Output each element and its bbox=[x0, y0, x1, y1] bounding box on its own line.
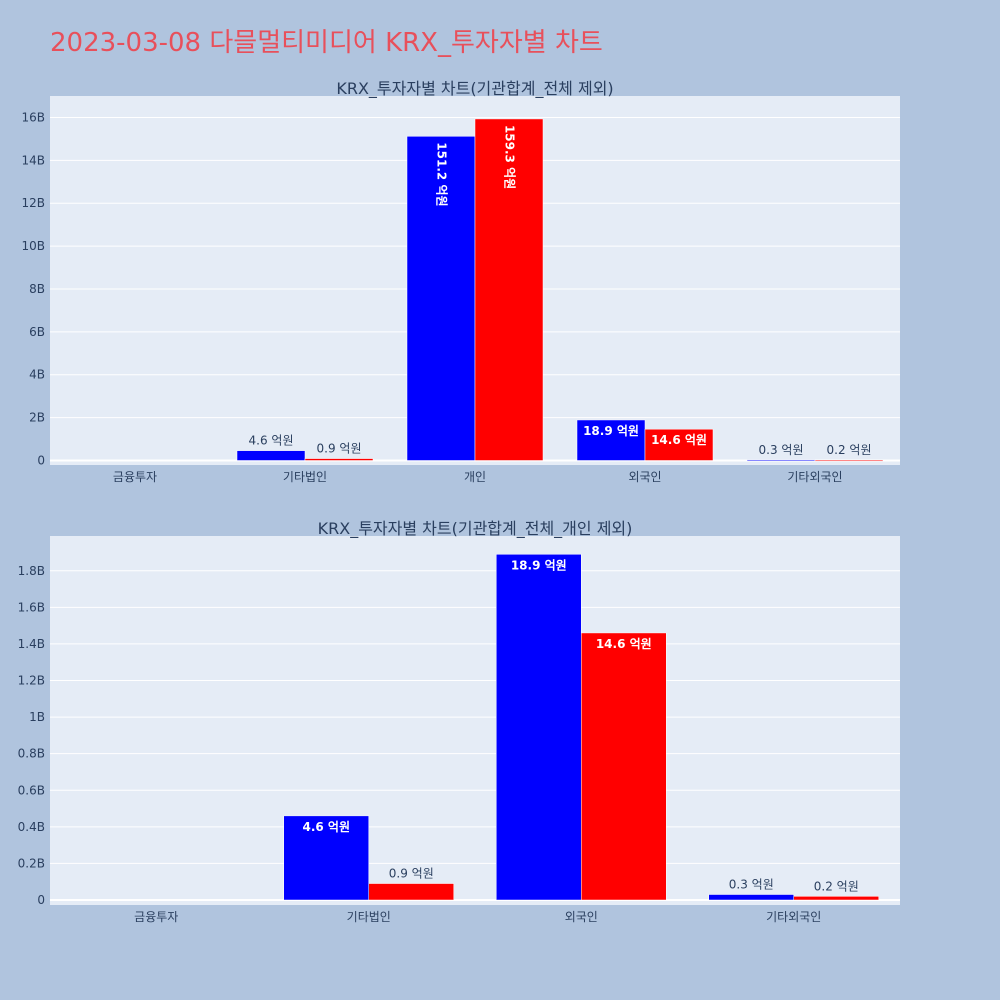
x-tick-label: 기타외국인 bbox=[766, 910, 821, 924]
bar bbox=[581, 632, 667, 901]
plot-area bbox=[50, 96, 900, 465]
bar bbox=[368, 883, 454, 901]
y-tick-label: 1.6B bbox=[18, 600, 45, 614]
bar-data-label: 18.9 억원 bbox=[511, 558, 567, 572]
bar bbox=[746, 459, 816, 462]
x-tick-label: 개인 bbox=[464, 470, 486, 484]
bar bbox=[496, 554, 582, 901]
bar-data-label: 151.2 억원 bbox=[435, 142, 449, 206]
plot-area bbox=[50, 536, 900, 905]
x-tick-label: 외국인 bbox=[565, 910, 598, 924]
x-tick-label: 외국인 bbox=[628, 470, 661, 484]
y-tick-label: 4B bbox=[29, 368, 45, 382]
y-tick-label: 1.8B bbox=[18, 564, 45, 578]
bar-data-label: 0.9 억원 bbox=[389, 867, 434, 881]
bar-data-label: 0.3 억원 bbox=[759, 443, 804, 457]
y-tick-label: 0.2B bbox=[18, 856, 45, 870]
bar-data-label: 4.6 억원 bbox=[302, 820, 350, 834]
chart-title: KRX_투자자별 차트(기관합계_전체 제외) bbox=[336, 79, 613, 99]
x-tick-label: 금융투자 bbox=[113, 470, 157, 484]
y-tick-label: 0 bbox=[37, 893, 45, 907]
y-tick-label: 16B bbox=[21, 110, 45, 124]
x-tick-label: 기타법인 bbox=[283, 470, 327, 484]
y-tick-label: 6B bbox=[29, 325, 45, 339]
bar-data-label: 0.3 억원 bbox=[729, 878, 774, 892]
x-tick-label: 기타법인 bbox=[347, 910, 391, 924]
x-tick-label: 금융투자 bbox=[134, 910, 178, 924]
bar bbox=[814, 459, 884, 462]
bar bbox=[474, 118, 544, 461]
bar-data-label: 0.2 억원 bbox=[827, 443, 872, 457]
page-title: 2023-03-08 다믈멀티미디어 KRX_투자자별 차트 bbox=[50, 28, 603, 58]
y-tick-label: 8B bbox=[29, 282, 45, 296]
chart-title: KRX_투자자별 차트(기관합계_전체_개인 제외) bbox=[318, 519, 633, 539]
bar-data-label: 14.6 억원 bbox=[651, 433, 707, 447]
y-tick-label: 10B bbox=[21, 239, 45, 253]
bar bbox=[406, 136, 476, 461]
x-tick-label: 기타외국인 bbox=[787, 470, 842, 484]
bar bbox=[793, 896, 879, 901]
bar-data-label: 14.6 억원 bbox=[596, 637, 652, 651]
bar bbox=[644, 428, 714, 461]
bar-data-label: 0.9 억원 bbox=[317, 442, 362, 456]
bar-data-label: 159.3 억원 bbox=[503, 125, 517, 189]
bar-data-label: 0.2 억원 bbox=[814, 879, 859, 893]
y-tick-label: 0.6B bbox=[18, 783, 45, 797]
y-tick-label: 1B bbox=[29, 710, 45, 724]
bar bbox=[236, 450, 306, 461]
bar-data-label: 4.6 억원 bbox=[249, 434, 294, 448]
y-tick-label: 14B bbox=[21, 153, 45, 167]
y-tick-label: 1.4B bbox=[18, 637, 45, 651]
bar bbox=[576, 419, 646, 461]
y-tick-label: 12B bbox=[21, 196, 45, 210]
bar bbox=[304, 458, 374, 461]
y-tick-label: 1.2B bbox=[18, 674, 45, 688]
y-tick-label: 0 bbox=[37, 454, 45, 468]
bar bbox=[708, 894, 794, 901]
y-tick-label: 2B bbox=[29, 411, 45, 425]
bar-data-label: 18.9 억원 bbox=[583, 424, 639, 438]
bar bbox=[283, 815, 369, 901]
y-tick-label: 0.8B bbox=[18, 747, 45, 761]
y-tick-label: 0.4B bbox=[18, 820, 45, 834]
